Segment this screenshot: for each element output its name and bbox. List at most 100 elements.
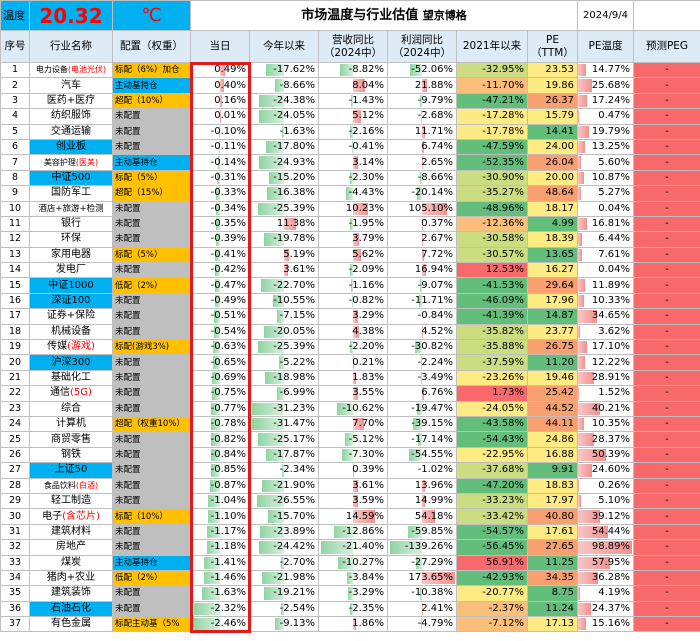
industry-name: 计算机: [29, 415, 113, 433]
config-weight: 标配（6%）加仓: [112, 61, 191, 79]
forecast-peg: -: [633, 292, 700, 310]
pe-ttm: 11.24: [526, 600, 579, 618]
industry-name: 家用电器: [29, 246, 113, 264]
ytd-change-value: -5.22%: [279, 356, 315, 368]
ytd-change: -1.63%: [249, 123, 319, 140]
profit-yoy-value: 0.37%: [421, 218, 453, 230]
pe-temperature-value: 10.87%: [591, 171, 631, 183]
revenue-yoy: 4.38%: [318, 323, 388, 341]
pe-temperature: 11.89%: [577, 277, 635, 294]
profit-yoy: -1.02%: [387, 462, 457, 479]
profit-yoy: 21.88%: [387, 77, 457, 94]
pe-temperature-value: 24.37%: [591, 602, 631, 614]
profit-yoy-value: -9.79%: [417, 94, 453, 106]
revenue-yoy-bar: [350, 94, 353, 108]
profit-yoy-bar: [422, 602, 423, 616]
row-index: 33: [0, 554, 30, 571]
revenue-yoy-bar: [349, 171, 353, 185]
pe-ttm: 24.00: [526, 138, 579, 156]
today-change: -0.14%: [190, 154, 250, 171]
table-row: 25 商贸零售 未配置 -0.82% -25.17% -5.12% -17.14% -54.4…: [0, 431, 700, 448]
revenue-yoy-value: -10.62%: [342, 402, 384, 414]
today-change-bar: [214, 294, 220, 308]
industry-name-text: 轻工制造: [51, 495, 91, 507]
config-weight: 未配置: [112, 492, 191, 510]
profit-yoy-bar: [422, 510, 435, 523]
industry-name: 发电厂: [29, 262, 113, 279]
ytd-change-value: -1.63%: [279, 125, 315, 137]
col-config-header: 配置（权重）: [112, 30, 191, 63]
today-change: -0.10%: [190, 123, 250, 140]
pe-temperature-bar: [578, 341, 588, 354]
table-row: 17 证券+保险 未配置 -0.51% -7.15% 3.29% -0.84% -41.39%…: [0, 308, 700, 325]
ytd-change-value: 11.38%: [276, 218, 315, 230]
revenue-yoy-bar: [351, 279, 353, 292]
today-change-bar: [216, 202, 220, 215]
pe-temperature-bar: [578, 79, 593, 92]
today-change-bar: [220, 79, 225, 92]
revenue-yoy: -2.16%: [318, 123, 388, 140]
ytd-change: -19.21%: [249, 585, 319, 602]
ytd-change-value: -18.98%: [273, 372, 315, 383]
ytd-change: -2.34%: [249, 462, 319, 479]
revenue-yoy-bar: [353, 510, 375, 523]
ytd-change-value: -17.80%: [273, 141, 315, 153]
today-change-bar: [214, 310, 220, 323]
pe-ttm: 40.80: [526, 508, 579, 525]
revenue-yoy-value: -12.86%: [342, 525, 384, 537]
industry-name-text: 综合: [61, 402, 81, 414]
table-row: 37 有色金属 标配主动基（5% -2.46% -9.13% 1.86% -4.79% -7.…: [0, 616, 700, 633]
pe-temperature-bar: [578, 140, 586, 154]
ytd-change: -17.80%: [249, 138, 319, 156]
profit-yoy: 14.99%: [387, 492, 457, 510]
today-change: -0.39%: [190, 231, 250, 248]
pe-ttm: 14.87: [526, 308, 579, 325]
profit-yoy-bar: [408, 525, 422, 539]
today-change-bar: [206, 541, 220, 554]
profit-yoy-value: -8.66%: [417, 171, 453, 183]
today-change: -1.04%: [190, 492, 250, 510]
ytd-change: -23.89%: [249, 523, 319, 541]
table-row: 35 建筑装饰 未配置 -1.63% -19.21% -3.29% -10.38% -20.7…: [0, 585, 700, 602]
revenue-yoy-value: 0.39%: [352, 464, 384, 476]
today-change: -0.51%: [190, 308, 250, 325]
industry-name: 上证50: [29, 462, 113, 479]
config-weight: 未配置: [112, 523, 191, 541]
today-change-bar: [215, 248, 220, 262]
today-change-value: 0.40%: [214, 79, 246, 91]
config-weight: 未配置: [112, 385, 191, 402]
config-weight: 标配（5%）: [112, 246, 191, 264]
forecast-peg: -: [633, 92, 700, 110]
pe-ttm: 18.83: [526, 477, 579, 494]
pe-ttm: 17.96: [526, 292, 579, 310]
revenue-yoy-value: 3.14%: [352, 156, 384, 168]
since-2021: -35.88%: [456, 339, 528, 356]
since-2021: -22.95%: [456, 446, 528, 464]
today-change-value: -0.54%: [210, 325, 246, 337]
pe-ttm: 44.52: [526, 400, 579, 417]
ytd-change-value: -31.47%: [273, 418, 315, 430]
industry-name-text: 上证50: [54, 464, 88, 476]
ytd-change-bar: [276, 310, 284, 323]
pe-ttm: 24.86: [526, 431, 579, 448]
pe-temperature: 17.10%: [577, 339, 635, 356]
since-2021: -33.42%: [456, 508, 528, 525]
pe-ttm: 17.13: [526, 616, 579, 633]
since-2021: -46.09%: [456, 292, 528, 310]
revenue-yoy-bar: [333, 525, 353, 539]
profit-yoy-bar: [422, 202, 447, 215]
since-2021: -24.05%: [456, 400, 528, 417]
today-change: 0.49%: [190, 61, 250, 79]
industry-name-text: 酒店+旅游+检测: [38, 203, 104, 214]
since-2021: -54.57%: [456, 523, 528, 541]
today-change-value: -1.04%: [210, 495, 246, 507]
config-weight: 未配置: [112, 123, 191, 140]
pe-ttm: 14.41: [526, 123, 579, 140]
profit-yoy-bar: [422, 264, 426, 277]
col-peg-header: 预测PEG: [633, 30, 700, 63]
profit-yoy-bar: [389, 541, 422, 554]
revenue-yoy: 3.14%: [318, 154, 388, 171]
today-change-bar: [212, 371, 220, 385]
pe-temperature-value: 0.47%: [598, 110, 631, 122]
